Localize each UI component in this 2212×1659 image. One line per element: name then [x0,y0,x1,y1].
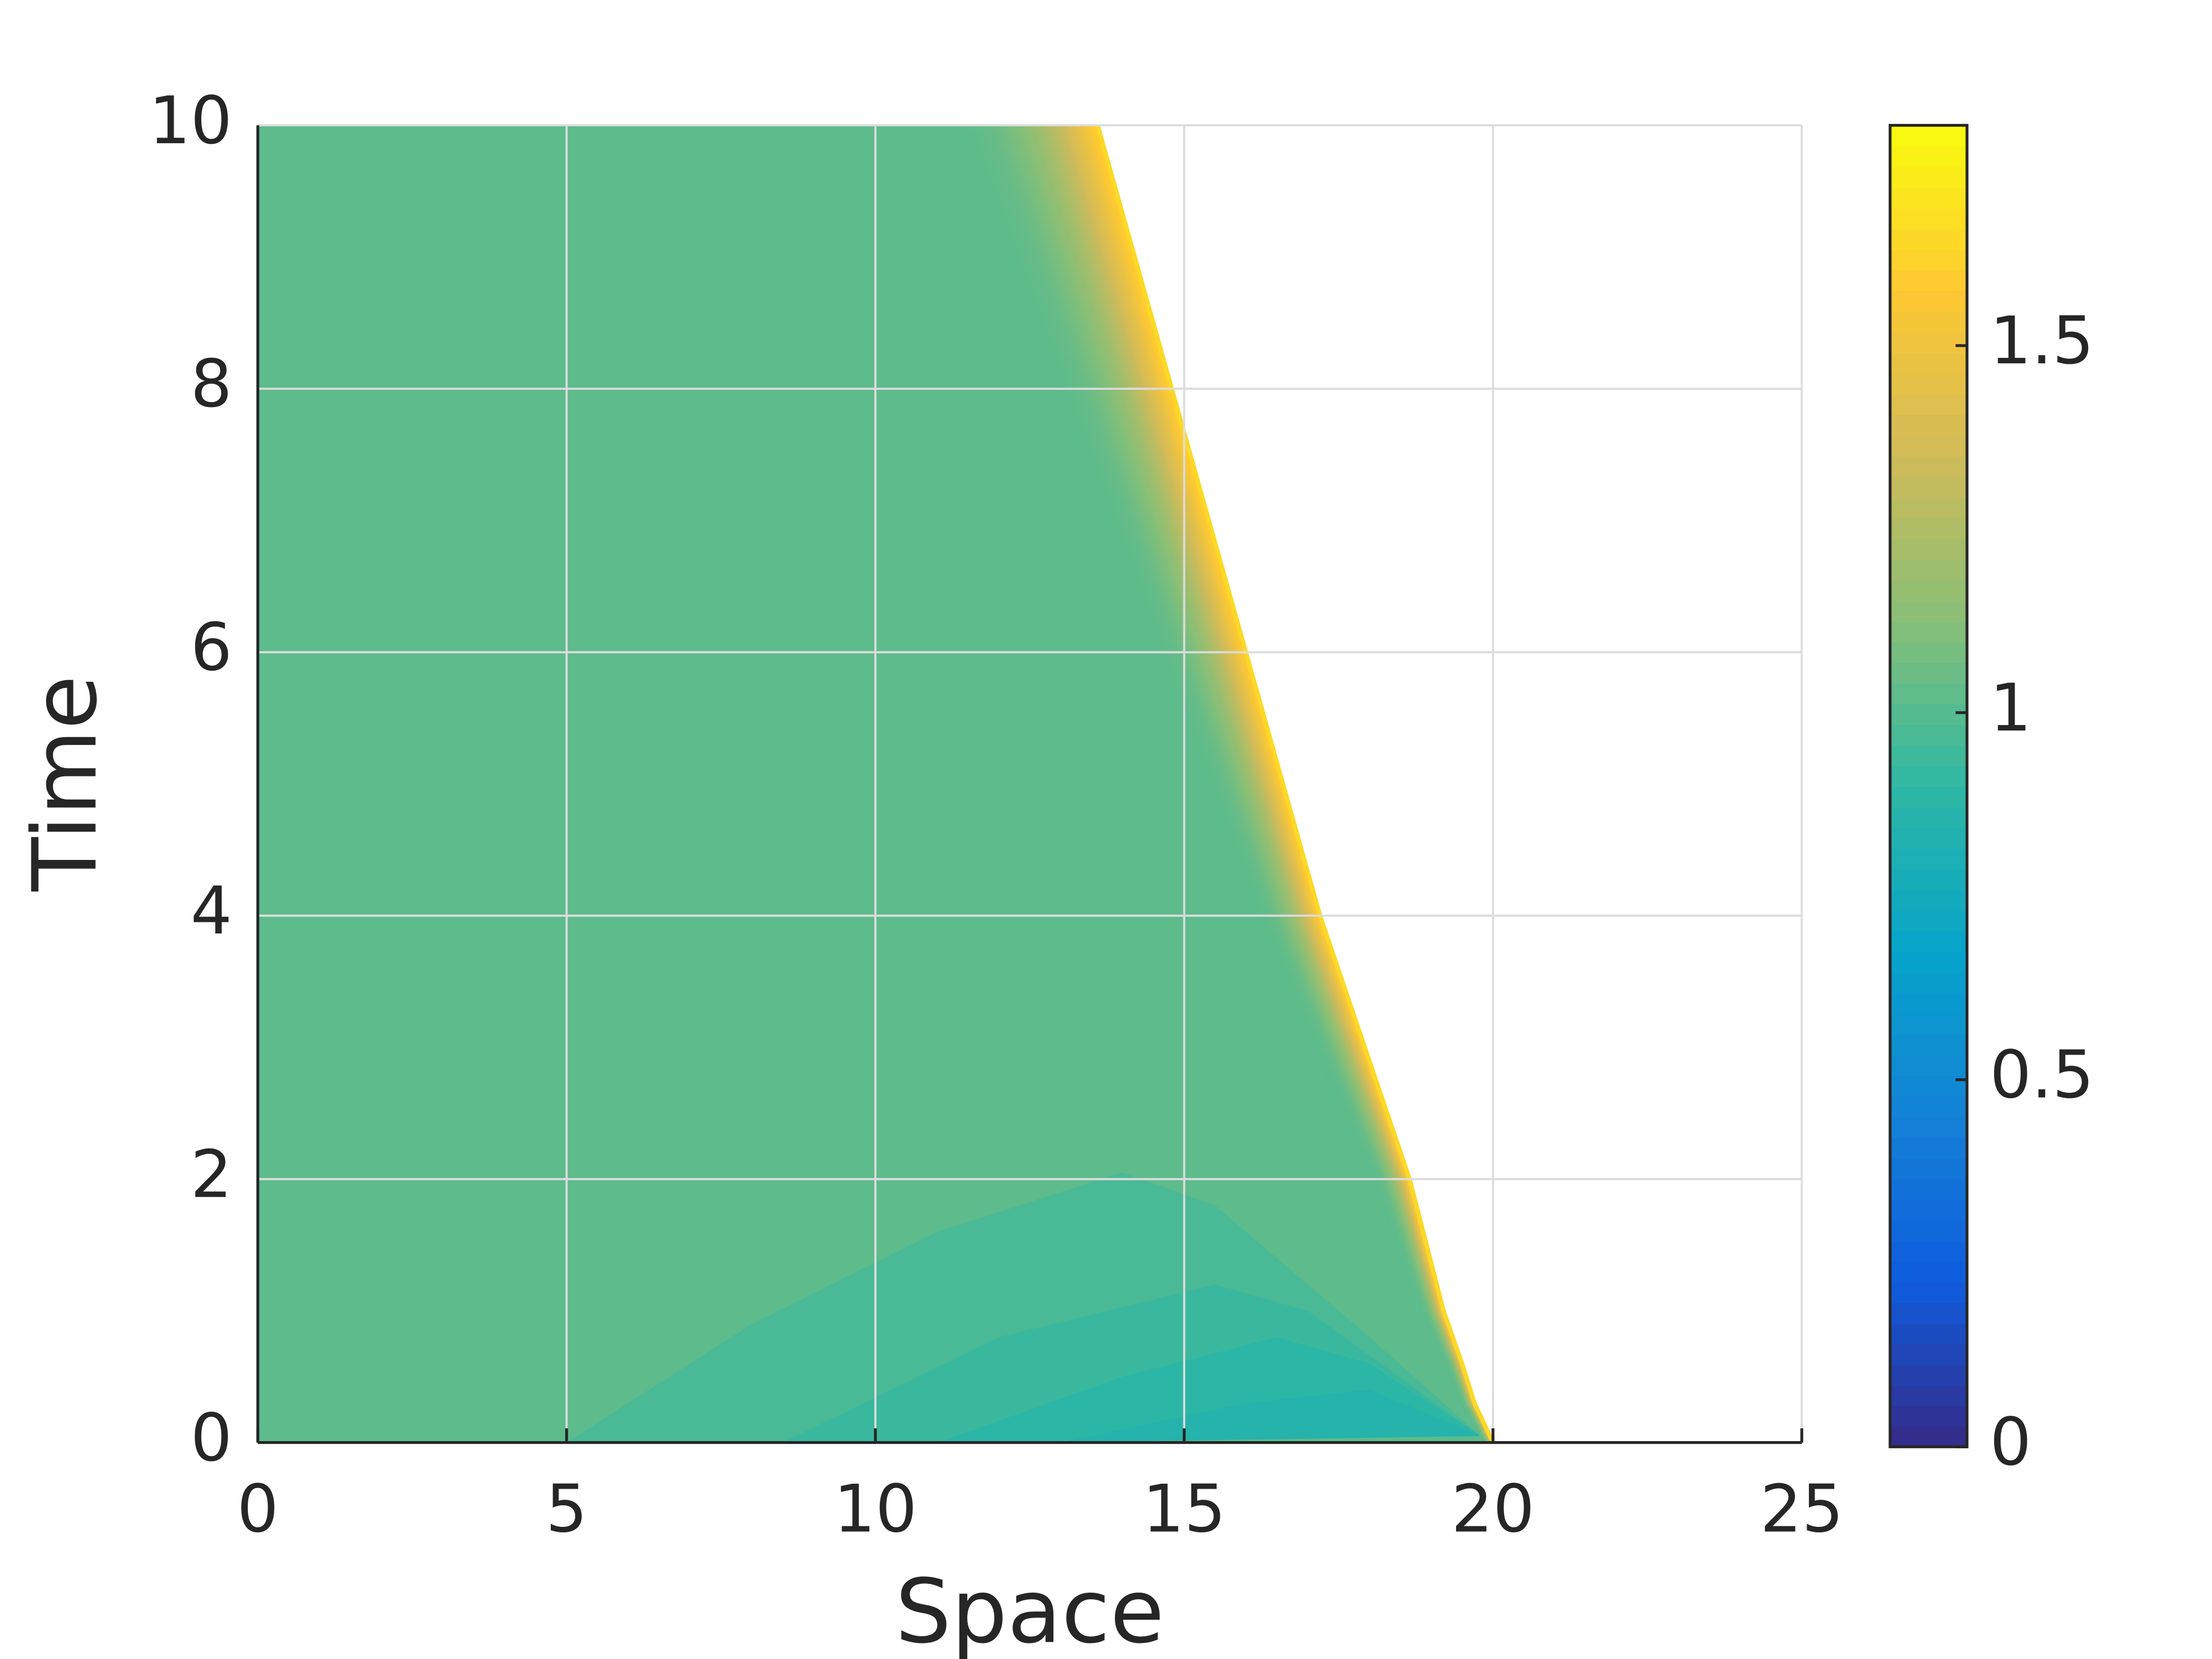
colorbar-cell [1890,228,1967,251]
colorbar-cell [1890,1157,1967,1180]
colorbar-cell [1890,889,1967,911]
colorbar-cell [1890,1013,1967,1035]
y-tick-label: 6 [190,609,232,686]
colorbar-cell [1890,187,1967,209]
colorbar-cell [1890,765,1967,787]
colorbar-cell [1890,1281,1967,1303]
colorbar-cell [1890,1261,1967,1283]
x-tick-label: 25 [1760,1471,1844,1547]
colorbar-cell [1890,125,1967,147]
colorbar-cell [1890,1426,1967,1448]
y-tick-label: 8 [190,346,232,422]
x-tick-label: 15 [1142,1471,1226,1547]
colorbar-cell [1890,352,1967,374]
x-axis-label: Space [895,1560,1165,1659]
y-tick-label: 4 [190,873,232,949]
colorbar-cell [1890,1054,1967,1076]
colorbar-cell [1890,806,1967,828]
colorbar-cell [1890,1323,1967,1345]
colorbar-cell [1890,476,1967,498]
colorbar-cell [1890,972,1967,994]
plot-area [258,125,1495,1443]
y-tick-label: 10 [149,82,232,159]
colorbar-cell [1890,662,1967,684]
colorbar-cell [1890,580,1967,601]
front-line [1095,125,1495,1443]
colorbar-cell [1890,951,1967,973]
colorbar-cell [1890,269,1967,291]
colorbar-cell [1890,518,1967,539]
colorbar-cell [1890,290,1967,312]
colorbar-cell [1890,559,1967,581]
colorbar-cell [1890,1075,1967,1097]
contour-level [1061,1390,1481,1443]
colorbar-cell [1890,332,1967,353]
colorbar-cell [1890,394,1967,415]
colorbar-cell [1890,1302,1967,1324]
y-tick-label: 2 [190,1136,232,1212]
colorbar-cell [1890,992,1967,1014]
colorbar-cell [1890,930,1967,952]
colorbar-tick-label: 0.5 [1990,1037,2094,1113]
colorbar-cell [1890,538,1967,560]
colorbar-cell [1890,1116,1967,1138]
colorbar-cell [1890,1178,1967,1200]
colorbar-cell [1890,682,1967,705]
colorbar-cell [1890,1405,1967,1427]
y-axis-label: Time [14,675,117,892]
colorbar-cell [1890,1364,1967,1386]
colorbar-cell [1890,373,1967,395]
colorbar-cell [1890,435,1967,457]
x-tick-label: 0 [237,1471,279,1547]
colorbar-cell [1890,848,1967,870]
colorbar-cell [1890,868,1967,890]
colorbar-tick-label: 0 [1990,1404,2031,1480]
x-tick-label: 10 [834,1471,917,1547]
colorbar-cell [1890,1034,1967,1056]
colorbar-cell [1890,1137,1967,1159]
colorbar-tick-label: 1 [1990,670,2031,746]
colorbar-cell [1890,744,1967,766]
colorbar-cell [1890,1095,1967,1118]
colorbar-cell [1890,166,1967,189]
y-tick-label: 0 [190,1400,232,1476]
colorbar-cell [1890,1240,1967,1262]
colorbar-cell [1890,1385,1967,1407]
colorbar-tick-label: 1.5 [1990,302,2094,379]
colorbar-cell [1890,1219,1967,1241]
colorbar-cell [1890,207,1967,229]
colorbar-cell [1890,724,1967,746]
colorbar-cell [1890,1343,1967,1365]
colorbar-cell [1890,703,1967,725]
colorbar-cell [1890,600,1967,622]
colorbar-cell [1890,641,1967,663]
colorbar-cell [1890,827,1967,849]
x-tick-label: 5 [546,1471,587,1547]
colorbar-cell [1890,620,1967,643]
colorbar-cell [1890,1199,1967,1221]
colorbar-cell [1890,497,1967,519]
colorbar-cell [1890,311,1967,333]
colorbar-cell [1890,786,1967,808]
colorbar-cell [1890,910,1967,932]
colorbar-cell [1890,249,1967,271]
colorbar-cell [1890,456,1967,477]
colorbar-cell [1890,145,1967,168]
colorbar-cell [1890,414,1967,436]
colorbar-frame [1888,124,1969,1448]
x-tick-label: 20 [1451,1471,1535,1547]
